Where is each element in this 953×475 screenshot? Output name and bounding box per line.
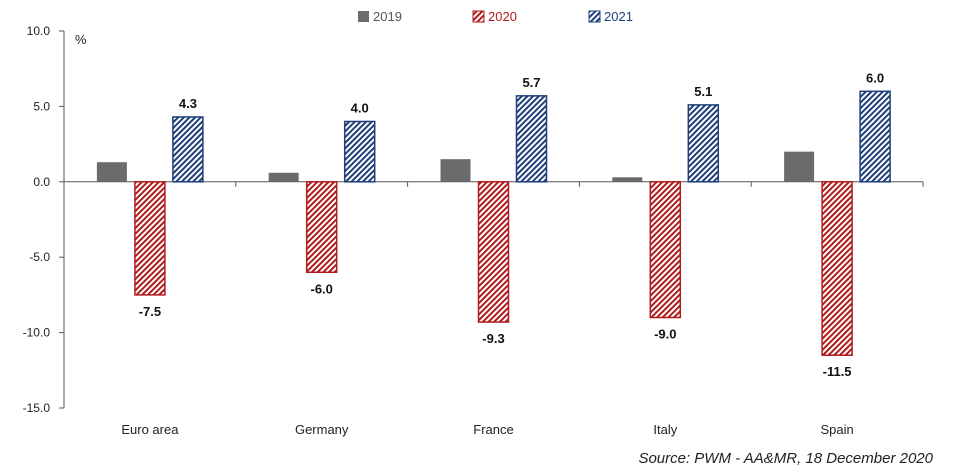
data-label: -6.0 <box>310 281 332 296</box>
x-tick-label: Germany <box>295 422 349 437</box>
x-tick-label: Euro area <box>121 422 179 437</box>
y-tick-label: -15.0 <box>23 401 51 415</box>
bar-2020 <box>477 181 510 323</box>
legend-label: 2020 <box>488 9 517 24</box>
bar-2019 <box>96 162 127 182</box>
legend-label: 2021 <box>604 9 633 24</box>
source-note: Source: PWM - AA&MR, 18 December 2020 <box>638 450 933 467</box>
bar-2021 <box>687 104 720 183</box>
data-label: 4.3 <box>179 96 197 111</box>
axes: 10.0 5.0 0.0 -5.0 -10.0 -15.0% Euro area German… <box>23 24 924 437</box>
legend-swatch-2019 <box>358 11 369 22</box>
data-label: -11.5 <box>823 364 852 379</box>
data-label: 5.7 <box>522 75 540 90</box>
legend: 2019 2020 2021 <box>358 9 633 24</box>
y-unit-label: % <box>75 32 87 47</box>
bar-2020 <box>134 181 166 296</box>
bar-2021 <box>172 116 204 183</box>
bar-2020 <box>649 181 682 319</box>
y-tick-label: -10.0 <box>23 326 51 340</box>
bar-2020 <box>821 181 853 356</box>
x-tick-label: France <box>473 422 513 437</box>
bar-2021 <box>343 120 376 183</box>
bar-2020 <box>305 181 338 274</box>
bar-2021 <box>515 95 548 183</box>
bars <box>96 90 891 356</box>
bar-2019 <box>784 151 815 182</box>
legend-swatch-2021 <box>588 10 601 23</box>
x-tick-label: Spain <box>820 422 853 437</box>
y-tick-label: 5.0 <box>33 99 50 113</box>
data-labels: -7.5 -6.0 -9.3 -9.0 -11.5 4.3 4.0 5.7 5.1 6.0 <box>139 70 884 379</box>
legend-swatch-2020 <box>472 10 485 23</box>
data-label: 5.1 <box>694 84 712 99</box>
y-tick-label: -5.0 <box>29 250 50 264</box>
legend-label: 2019 <box>373 9 402 24</box>
data-label: -9.3 <box>482 331 504 346</box>
data-label: -7.5 <box>139 304 161 319</box>
x-tick-label: Italy <box>653 422 677 437</box>
data-label: 6.0 <box>866 70 884 85</box>
y-tick-label: 0.0 <box>33 175 50 189</box>
bar-2019 <box>440 159 471 182</box>
y-tick-label: 10.0 <box>27 24 51 38</box>
bar-2021 <box>859 90 891 183</box>
bar-2019 <box>268 172 299 182</box>
data-label: 4.0 <box>351 100 369 115</box>
data-label: -9.0 <box>654 327 676 342</box>
bar-2019 <box>612 177 643 182</box>
